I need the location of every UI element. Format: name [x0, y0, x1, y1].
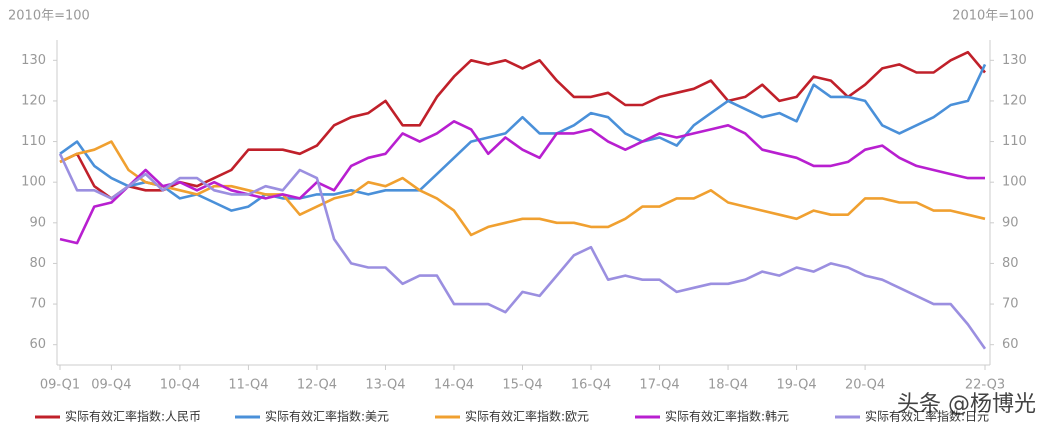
x-tick-label: 16-Q4 [571, 378, 611, 393]
y-tick-label: 130 [21, 53, 46, 68]
y-tick-label: 80 [29, 256, 46, 271]
y2-tick-label: 70 [1002, 297, 1019, 312]
y2-tick-label: 130 [1002, 53, 1027, 68]
x-tick-label: 19-Q4 [776, 378, 816, 393]
series-line [59, 63, 987, 212]
legend-label: 实际有效汇率指数:韩元 [665, 409, 789, 424]
x-tick-label: 18-Q4 [708, 378, 748, 393]
x-tick-label: 09-Q1 [40, 378, 80, 393]
y-tick-label: 70 [29, 297, 46, 312]
y2-tick-label: 80 [1002, 256, 1019, 271]
y-axis-label: 2010年=100 [8, 9, 90, 24]
legend-label: 实际有效汇率指数:日元 [865, 409, 989, 424]
x-tick-label: 17-Q4 [639, 378, 679, 393]
y2-tick-label: 100 [1002, 175, 1027, 190]
x-tick-label: 09-Q4 [91, 378, 131, 393]
legend-label: 实际有效汇率指数:人民币 [65, 409, 201, 424]
x-tick-label: 15-Q4 [502, 378, 542, 393]
y2-axis-label: 2010年=100 [952, 9, 1034, 24]
series-line [59, 140, 986, 237]
x-tick-label: 20-Q4 [845, 378, 885, 393]
series-line [59, 120, 985, 245]
legend-label: 实际有效汇率指数:欧元 [465, 409, 589, 424]
y-tick-label: 120 [21, 93, 46, 108]
y-tick-label: 100 [21, 175, 46, 190]
y2-tick-label: 110 [1002, 134, 1027, 149]
y-tick-label: 60 [29, 337, 46, 352]
watermark: 头条 @杨博光 [897, 392, 1036, 417]
x-tick-label: 13-Q4 [365, 378, 405, 393]
series-line [59, 50, 986, 200]
y-tick-label: 90 [29, 215, 46, 230]
y-tick-label: 110 [21, 134, 46, 149]
y2-tick-label: 120 [1002, 93, 1027, 108]
legend-label: 实际有效汇率指数:美元 [265, 409, 389, 424]
series-line [58, 153, 987, 350]
x-tick-label: 12-Q4 [297, 378, 337, 393]
x-tick-label: 22-Q3 [965, 378, 1005, 393]
x-tick-label: 11-Q4 [228, 378, 268, 393]
x-tick-label: 10-Q4 [160, 378, 200, 393]
x-tick-label: 14-Q4 [434, 378, 474, 393]
y2-tick-label: 90 [1002, 215, 1019, 230]
y2-tick-label: 60 [1002, 337, 1019, 352]
